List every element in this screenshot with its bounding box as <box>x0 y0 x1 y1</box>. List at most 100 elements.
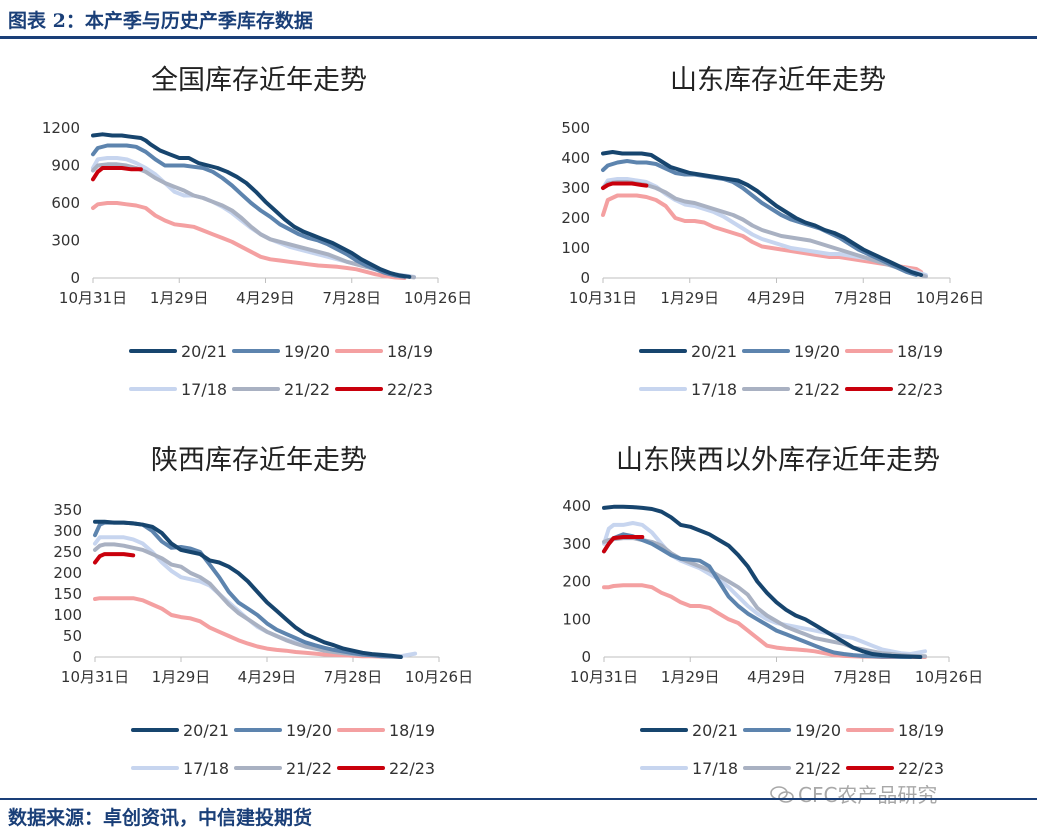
x-tick-label: 7月28日 <box>834 289 893 307</box>
chart-title: 全国库存近年走势 <box>151 65 367 96</box>
y-tick-label: 0 <box>70 269 80 287</box>
chart-svg-shaanxi: 0 50 100 150 200 250 300 350 10月31日 1月29日 4月29日 7月2… <box>53 501 473 778</box>
legend-label: 20/21 <box>691 342 737 361</box>
x-tick-label: 7月28日 <box>322 289 381 307</box>
y-tick-label: 200 <box>53 564 82 582</box>
y-tick-label: 600 <box>51 194 80 212</box>
watermark-text: CFC农产品研究 <box>798 783 938 807</box>
series-line-17-18 <box>602 521 927 656</box>
x-tick-label: 1月29日 <box>661 668 720 686</box>
data-source: 数据来源：卓创资讯，中信建投期货 <box>8 807 313 829</box>
x-tick-label: 7月28日 <box>324 668 383 686</box>
y-tick-label: 300 <box>561 179 590 197</box>
legend-label: 22/23 <box>389 759 435 778</box>
x-tick-label: 1月29日 <box>150 289 209 307</box>
y-tick-label: 500 <box>561 119 590 137</box>
wechat-icon <box>770 786 794 803</box>
legend-label: 18/19 <box>389 721 435 740</box>
chart-panel-shandong: 山东库存近年走势 0 100 200 300 400 500 10月31日 1月29日 4月29… <box>519 40 1037 415</box>
figure-header: 图表 2：本产季与历史产季库存数据 <box>0 0 1037 40</box>
legend-label: 17/18 <box>691 380 737 399</box>
y-tick-label: 900 <box>51 157 80 175</box>
legend-label: 21/22 <box>794 380 840 399</box>
x-tick-label: 1月29日 <box>152 668 211 686</box>
x-tick-label: 10月31日 <box>59 289 127 307</box>
x-tick-label: 10月26日 <box>916 289 984 307</box>
x-tick-label: 4月29日 <box>747 289 806 307</box>
y-tick-label: 300 <box>51 232 80 250</box>
x-tick-label: 10月26日 <box>915 668 983 686</box>
x-tick-label: 7月28日 <box>833 668 892 686</box>
series-line-21-22 <box>602 536 927 659</box>
series-line-19-20 <box>602 532 913 659</box>
legend-label: 22/23 <box>898 759 944 778</box>
legend-label: 21/22 <box>795 759 841 778</box>
series-line-22-23 <box>601 181 649 190</box>
header-rule <box>0 36 1037 39</box>
footer-rule <box>0 798 1037 800</box>
series-line-17-18 <box>91 156 416 279</box>
chart-title: 陕西库存近年走势 <box>151 445 367 476</box>
y-tick-label: 200 <box>561 209 590 227</box>
figure-title: 图表 2：本产季与历史产季库存数据 <box>8 10 313 32</box>
y-tick-label: 100 <box>562 610 591 628</box>
legend-label: 21/22 <box>284 380 330 399</box>
series-line-22-23 <box>91 166 143 182</box>
x-tick-label: 4月29日 <box>238 668 297 686</box>
y-tick-label: 250 <box>53 543 82 561</box>
legend-label: 18/19 <box>898 721 944 740</box>
legend-label: 20/21 <box>183 721 229 740</box>
series-line-20-21 <box>91 132 412 279</box>
legend-label: 17/18 <box>183 759 229 778</box>
y-tick-label: 50 <box>63 627 82 645</box>
y-tick-label: 300 <box>562 535 591 553</box>
x-tick-label: 4月29日 <box>236 289 295 307</box>
series-line-21-22 <box>601 180 928 279</box>
chart-svg-others: 0 100 200 300 400 10月31日 1月29日 4月29日 7月28日 10月26日… <box>562 497 983 778</box>
y-tick-label: 400 <box>561 149 590 167</box>
y-tick-label: 0 <box>580 269 590 287</box>
legend-label: 19/20 <box>284 342 330 361</box>
y-tick-label: 0 <box>581 648 591 666</box>
x-tick-label: 1月29日 <box>660 289 719 307</box>
series-line-18-19 <box>91 201 407 280</box>
legend-label: 18/19 <box>897 342 943 361</box>
y-tick-label: 100 <box>53 606 82 624</box>
legend-label: 22/23 <box>387 380 433 399</box>
watermark: CFC农产品研究 <box>770 779 937 808</box>
series-line-18-19 <box>601 193 924 274</box>
legend-label: 21/22 <box>286 759 332 778</box>
legend-label: 18/19 <box>387 342 433 361</box>
y-tick-label: 100 <box>561 239 590 257</box>
chart-svg-shandong: 0 100 200 300 400 500 10月31日 1月29日 4月29日 7月28日 10月… <box>561 119 984 399</box>
y-tick-label: 400 <box>562 497 591 515</box>
series-line-22-23 <box>93 552 136 565</box>
series-line-22-23 <box>602 535 645 554</box>
legend-label: 17/18 <box>181 380 227 399</box>
y-tick-label: 300 <box>53 522 82 540</box>
x-tick-label: 10月26日 <box>405 668 473 686</box>
legend-label: 20/21 <box>181 342 227 361</box>
x-tick-label: 4月29日 <box>747 668 806 686</box>
legend-label: 19/20 <box>795 721 841 740</box>
legend-label: 17/18 <box>692 759 738 778</box>
y-tick-label: 0 <box>72 648 82 666</box>
y-tick-label: 1200 <box>42 119 80 137</box>
legend-label: 19/20 <box>794 342 840 361</box>
legend-label: 22/23 <box>897 380 943 399</box>
series-line-19-20 <box>601 159 919 277</box>
x-tick-label: 10月31日 <box>570 668 638 686</box>
y-tick-label: 150 <box>53 585 82 603</box>
chart-panel-national: 全国库存近年走势 0 300 600 900 1200 10月31日 1月29日 4月29日 7… <box>0 40 518 415</box>
y-tick-label: 200 <box>562 573 591 591</box>
chart-title: 山东陕西以外库存近年走势 <box>616 445 940 476</box>
legend-label: 19/20 <box>286 721 332 740</box>
series-line-20-21 <box>602 504 923 659</box>
x-tick-label: 10月31日 <box>61 668 129 686</box>
chart-panel-others: 山东陕西以外库存近年走势 0 100 200 300 400 10月31日 1月29日 4月2… <box>519 420 1037 795</box>
series-line-21-22 <box>91 162 416 280</box>
x-tick-label: 10月31日 <box>569 289 637 307</box>
series-line-20-21 <box>93 519 403 659</box>
legend-label: 20/21 <box>692 721 738 740</box>
y-tick-label: 350 <box>53 501 82 519</box>
